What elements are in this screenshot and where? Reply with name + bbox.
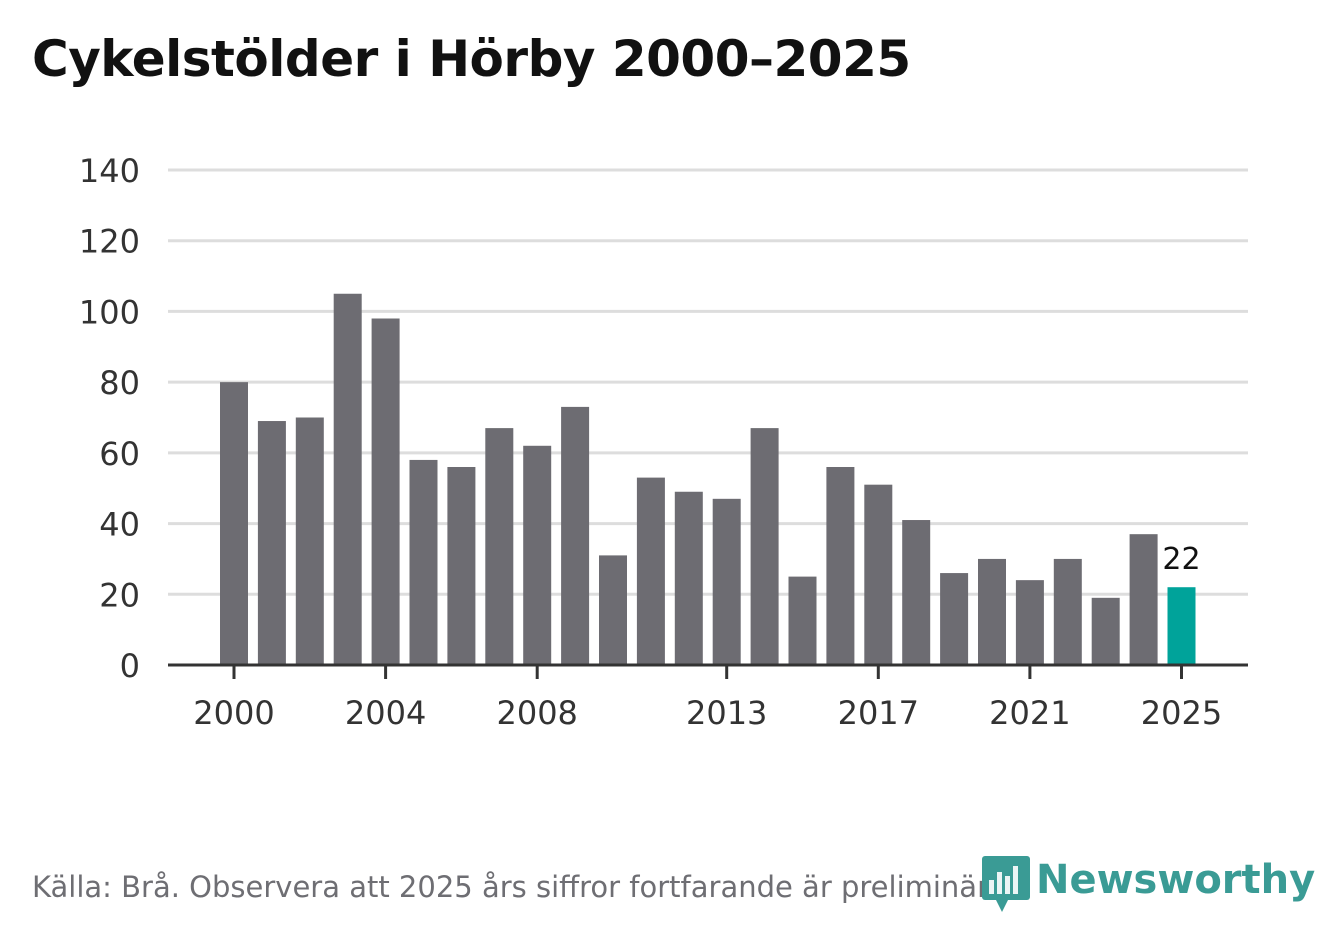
newsworthy-logo[interactable]: Newsworthy [982, 850, 1316, 912]
y-tick-label: 40 [99, 506, 140, 544]
bar-2003 [333, 293, 362, 665]
bar-2013 [712, 498, 741, 665]
bar-2011 [636, 477, 665, 665]
chart-title: Cykelstölder i Hörby 2000–2025 [32, 30, 911, 88]
bar-2023 [1091, 597, 1120, 665]
bar-2008 [523, 445, 552, 665]
y-tick-label: 0 [120, 647, 140, 685]
bar-2015 [788, 576, 817, 665]
data-labels: 22 [1162, 542, 1200, 577]
x-axis-ticks: 2000 2004 2008 2013 2017 2021 2025 [168, 663, 1248, 732]
grid-lines [168, 168, 1248, 596]
data-label-2025: 22 [1162, 542, 1200, 577]
bar-2025 [1167, 587, 1196, 665]
bar-2007 [485, 428, 514, 665]
bar-2018 [902, 520, 931, 665]
bar-2020 [978, 558, 1006, 665]
bar-2004 [371, 318, 400, 665]
y-tick-label: 60 [99, 435, 140, 473]
bar-2006 [447, 467, 476, 665]
y-axis-ticks: 0 20 40 60 80 100 120 140 [79, 152, 140, 685]
bar-2019 [940, 573, 969, 665]
y-tick-label: 120 [79, 223, 140, 261]
newsworthy-wordmark: Newsworthy [1036, 857, 1316, 903]
x-tick-label: 2025 [1141, 694, 1222, 732]
bar-2017 [864, 484, 893, 665]
bar-2000 [220, 382, 248, 665]
y-tick-label: 80 [99, 364, 140, 402]
bar-2001 [257, 421, 286, 665]
bars [220, 293, 1196, 665]
bar-2024 [1129, 534, 1158, 665]
bar-2010 [599, 555, 627, 665]
bar-2005 [409, 459, 438, 665]
bar-2022 [1053, 558, 1082, 665]
x-tick-label: 2000 [193, 694, 274, 732]
source-note: Källa: Brå. Observera att 2025 års siffr… [32, 870, 1016, 904]
bar-2012 [674, 491, 703, 665]
newsworthy-logo-icon [982, 856, 1030, 912]
bar-2021 [1015, 580, 1044, 665]
y-tick-label: 140 [79, 152, 140, 190]
x-tick-label: 2021 [989, 694, 1070, 732]
y-tick-label: 20 [99, 576, 140, 614]
bar-2016 [826, 467, 855, 665]
bar-2014 [750, 428, 779, 665]
x-tick-label: 2004 [345, 694, 426, 732]
bar-2009 [561, 406, 590, 665]
y-tick-label: 100 [79, 293, 140, 331]
x-tick-label: 2008 [496, 694, 577, 732]
bar-2002 [295, 417, 324, 665]
x-tick-label: 2017 [838, 694, 919, 732]
x-tick-label: 2013 [686, 694, 767, 732]
